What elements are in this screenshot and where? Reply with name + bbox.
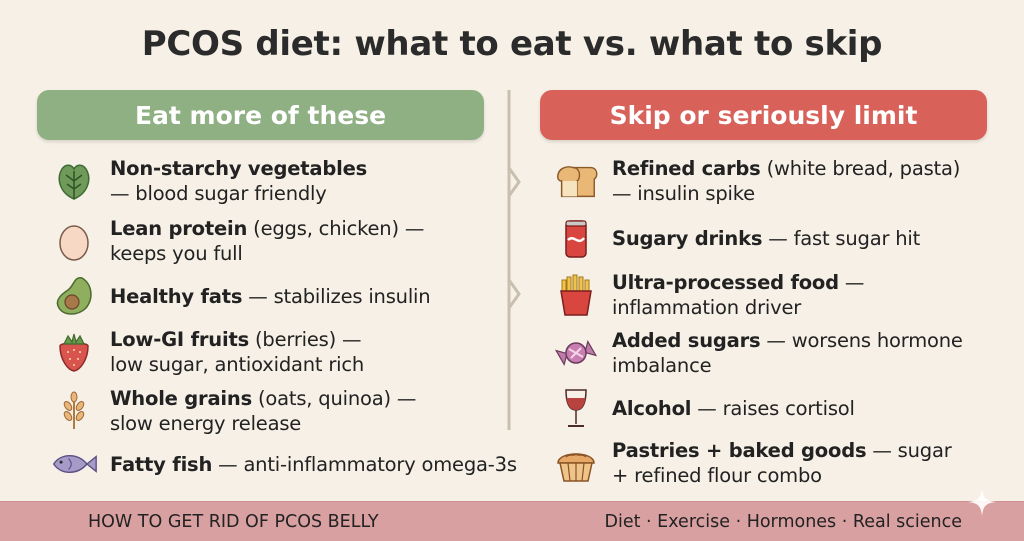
bread-icon: [552, 157, 600, 205]
list-item-low-gi-fruits: Low-GI fruits (berries) — low sugar, ant…: [50, 327, 490, 377]
soda-can-icon: [552, 214, 600, 262]
column-divider: [507, 90, 521, 430]
egg-icon: [50, 217, 98, 265]
list-item-fatty-fish: Fatty fish — anti-inflammatory omega-3s: [50, 440, 520, 488]
avocado-icon: [50, 272, 98, 320]
list-item-pastries: Pastries + baked goods — sugar + refined…: [552, 438, 1012, 488]
leafy-greens-icon: [50, 157, 98, 205]
footer-bar: HOW TO GET RID OF PCOS BELLY Diet · Exer…: [0, 501, 1024, 541]
item-desc: (oats, quinoa) — slow energy release: [110, 387, 417, 435]
item-title: Healthy fats: [110, 284, 243, 308]
item-desc: — sugar + refined flour combo: [612, 439, 952, 487]
list-item-alcohol: Alcohol — raises cortisol: [552, 384, 1012, 432]
item-desc: (berries) — low sugar, antioxidant rich: [110, 328, 365, 376]
item-desc: — raises cortisol: [691, 396, 855, 420]
eat-more-header: Eat more of these: [37, 90, 484, 140]
footer-left-text: HOW TO GET RID OF PCOS BELLY: [88, 511, 379, 532]
item-desc: (white bread, pasta) — insulin spike: [612, 157, 961, 205]
candy-icon: [552, 329, 600, 377]
item-desc: — fast sugar hit: [762, 226, 921, 250]
footer-right-text: Diet · Exercise · Hormones · Real scienc…: [604, 511, 962, 532]
item-desc: — anti-inflammatory omega-3s: [212, 452, 517, 476]
fries-icon: [552, 271, 600, 319]
item-desc: — blood sugar friendly: [110, 182, 327, 205]
item-title: Low-GI fruits: [110, 328, 249, 351]
page-title: PCOS diet: what to eat vs. what to skip: [141, 24, 883, 64]
item-title: Sugary drinks: [612, 226, 763, 250]
item-desc: — stabilizes insulin: [242, 284, 431, 308]
item-title: Lean protein: [110, 217, 248, 240]
list-item-refined-carbs: Refined carbs (white bread, pasta) — ins…: [552, 156, 1012, 206]
item-title: Whole grains: [110, 387, 252, 410]
item-title: Refined carbs: [612, 157, 761, 180]
sparkle-icon: [968, 488, 996, 516]
list-item-added-sugars: Added sugars — worsens hormone imbalance: [552, 328, 1012, 378]
item-desc: — worsens hormone imbalance: [612, 329, 963, 377]
item-title: Ultra-processed food: [612, 271, 839, 294]
list-item-healthy-fats: Healthy fats — stabilizes insulin: [50, 272, 490, 320]
skip-header: Skip or seriously limit: [540, 90, 987, 140]
wine-glass-icon: [552, 384, 600, 432]
list-item-ultra-processed: Ultra-processed food — inflammation driv…: [552, 270, 1012, 320]
wheat-icon: [50, 387, 98, 435]
item-title: Alcohol: [612, 396, 692, 420]
strawberry-icon: [50, 328, 98, 376]
item-desc: (eggs, chicken) — keeps you full: [110, 217, 425, 265]
item-title: Non-starchy vegetables: [110, 157, 368, 180]
fish-icon: [50, 440, 98, 488]
item-title: Added sugars: [612, 329, 761, 352]
item-title: Fatty fish: [110, 452, 213, 476]
list-item-vegetables: Non-starchy vegetables — blood sugar fri…: [50, 156, 490, 206]
item-title: Pastries + baked goods: [612, 439, 867, 462]
list-item-whole-grains: Whole grains (oats, quinoa) — slow energ…: [50, 386, 490, 436]
pie-icon: [552, 439, 600, 487]
item-desc: — inflammation driver: [612, 271, 865, 319]
list-item-lean-protein: Lean protein (eggs, chicken) — keeps you…: [50, 216, 490, 266]
list-item-sugary-drinks: Sugary drinks — fast sugar hit: [552, 214, 1012, 262]
